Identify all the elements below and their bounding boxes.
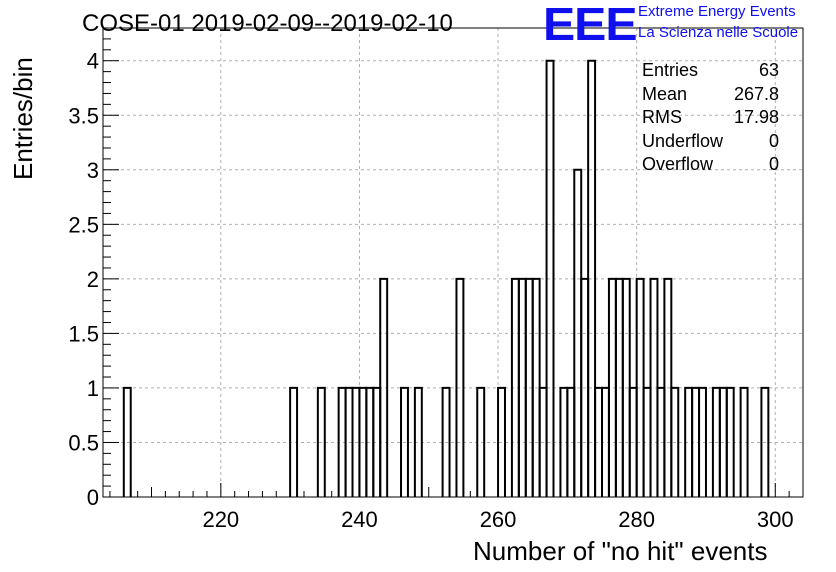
histogram-bin xyxy=(316,386,326,497)
stat-row-underflow: Underflow 0 xyxy=(642,130,779,154)
logo-line-1: Extreme Energy Events xyxy=(638,3,796,20)
histogram-bin xyxy=(400,386,409,497)
histogram-bin xyxy=(497,386,506,497)
histogram-bin xyxy=(725,386,735,497)
x-tick-label: 260 xyxy=(480,507,517,532)
stat-value: 0 xyxy=(768,130,779,151)
stat-label: Underflow xyxy=(642,130,724,151)
histogram-bin xyxy=(545,59,555,497)
stat-label: RMS xyxy=(642,107,682,127)
x-tick-label: 240 xyxy=(341,507,378,532)
stat-value: 17.98 xyxy=(733,107,779,127)
histogram-bin xyxy=(289,386,299,497)
x-axis-label: Number of "no hit" events xyxy=(473,536,768,566)
histogram-bin xyxy=(441,386,451,497)
histogram-bin xyxy=(760,386,770,497)
stat-label: Entries xyxy=(642,60,699,80)
x-tick-label: 220 xyxy=(202,507,239,532)
x-tick-label: 280 xyxy=(618,507,655,532)
eee-logo: EEE xyxy=(543,0,638,50)
stat-label: Overflow xyxy=(642,154,714,174)
histogram-bin xyxy=(587,59,597,497)
chart-title: COSE-01 2019-02-09--2019-02-10 xyxy=(82,10,453,37)
x-tick-label: 300 xyxy=(757,507,794,532)
histogram-bin xyxy=(122,386,132,497)
histogram-bin xyxy=(476,386,486,497)
histogram-bin xyxy=(455,277,465,497)
y-axis-label: Entries/bin xyxy=(8,57,38,180)
y-tick-label: 2 xyxy=(87,267,99,292)
histogram-bin xyxy=(413,386,423,497)
y-tick-label: 1 xyxy=(87,376,99,401)
y-tick-label: 4 xyxy=(87,49,99,74)
y-tick-label: 1.5 xyxy=(68,321,99,346)
y-tick-label: 3.5 xyxy=(68,103,99,128)
histogram-bin xyxy=(698,386,707,497)
stat-row-rms: RMS 17.98 xyxy=(642,106,779,130)
logo-line-2: La Scienza nelle Scuole xyxy=(638,24,799,41)
y-tick-label: 3 xyxy=(87,158,99,183)
histogram-bin xyxy=(739,386,749,497)
y-tick-label: 0 xyxy=(87,485,99,510)
stat-value: 0 xyxy=(768,154,779,174)
stat-row-mean: Mean 267.8 xyxy=(642,83,779,107)
stat-value: 267.8 xyxy=(733,83,779,104)
histogram-bin xyxy=(379,277,389,497)
stats-box: Entries 63 Mean 267.8 RMS 17.98 Underflo… xyxy=(642,59,779,177)
y-tick-label: 0.5 xyxy=(68,430,99,455)
stat-label: Mean xyxy=(642,83,688,104)
stat-row-entries: Entries 63 xyxy=(642,59,779,83)
y-tick-label: 2.5 xyxy=(68,212,99,237)
stat-value: 63 xyxy=(758,60,779,80)
stat-row-overflow: Overflow 0 xyxy=(642,153,779,177)
histogram-bin xyxy=(670,386,680,497)
plot-frame xyxy=(102,27,804,498)
